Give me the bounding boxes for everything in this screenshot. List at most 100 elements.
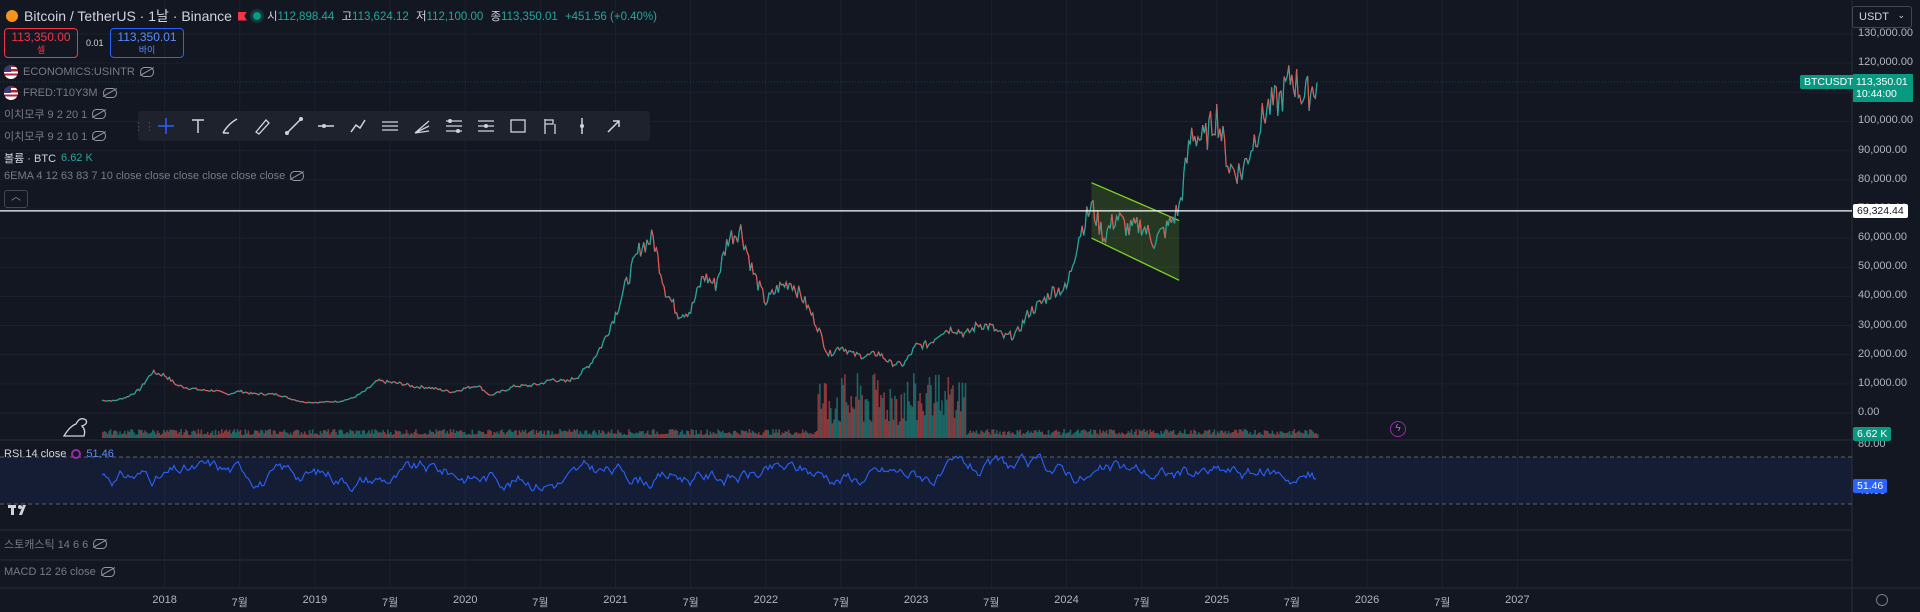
long-position-tool-icon [544,119,556,134]
collapse-legend-button[interactable]: ︿ [4,190,28,208]
legend-macd[interactable]: MACD 12 26 close [4,566,115,578]
lightning-icon[interactable]: ϟ [1390,421,1406,437]
currency-selector[interactable]: USDT ⌄ [1852,6,1912,28]
volume-bar [858,399,860,438]
legend-rsi[interactable]: RSI 14 close 51.46 [4,448,114,460]
volume-bar [662,434,665,438]
volume-bar [426,434,428,438]
volume-bar [263,433,265,438]
legend-fred[interactable]: FRED:T10Y3M [4,86,117,100]
candle [942,332,945,335]
eye-hidden-icon[interactable] [139,67,154,77]
legend-stochastic[interactable]: 스토캐스틱 14 6 6 [4,536,108,552]
candle [724,239,728,256]
crosshair-tool-button[interactable] [150,112,182,140]
text-tool-button[interactable] [182,112,214,140]
symbol-title[interactable]: Bitcoin / TetherUS · 1날 · Binance [24,8,232,24]
vertical-line-tool-button[interactable] [566,112,598,140]
parallel-channel-tool-button[interactable] [374,112,406,140]
arrow-tool-button[interactable] [598,112,630,140]
candle [607,333,610,337]
volume-bar [997,434,1000,438]
volume-bar [1064,433,1067,438]
volume-bar [556,434,558,438]
legend-ichimoku-2[interactable]: 이치모쿠 9 2 10 1 [4,128,107,144]
time-axis-label: 7월 [1133,597,1150,609]
volume-bar [172,429,175,438]
candle [1062,283,1066,291]
volume-bar [149,433,151,438]
candle [992,324,995,332]
volume-bar [582,434,585,438]
gear-icon[interactable] [1876,594,1888,606]
candle [1158,228,1161,233]
volume-bar [1277,434,1280,438]
candle [982,323,986,330]
volume-bar [1146,430,1148,438]
candle [521,383,524,387]
volume-bar [1315,433,1317,438]
candle [616,310,620,315]
volume-bar [1058,431,1061,438]
eye-hidden-icon[interactable] [92,109,107,119]
volume-bar [546,430,549,438]
candle [1009,331,1013,341]
horizontal-ray-tool-button[interactable] [310,112,342,140]
drag-handle-icon[interactable]: ⋮⋮ [133,120,155,133]
volume-bar [374,429,376,438]
eye-hidden-icon[interactable] [92,131,107,141]
legend-ichimoku-1[interactable]: 이치모쿠 9 2 20 1 [4,106,107,122]
eye-hidden-icon[interactable] [93,539,108,549]
volume-bar [762,432,765,438]
flag-icon[interactable] [237,11,247,21]
eye-hidden-icon[interactable] [290,171,305,181]
candle [882,357,886,360]
candle [1231,166,1235,170]
volume-bar [866,398,868,438]
fib-extension-tool-button[interactable] [470,112,502,140]
fib-retracement-tool-button[interactable] [438,112,470,140]
trend-line-tool-icon [285,117,303,135]
volume-bar [845,402,848,438]
candle [321,401,323,403]
volume-bar [1241,431,1244,438]
candle [1224,139,1227,167]
channel-upper-line[interactable] [1091,182,1180,222]
volume-bar [1152,430,1155,438]
volume-bar [999,431,1001,438]
highlighter-tool-button[interactable] [246,112,278,140]
legend-economics[interactable]: ECONOMICS:USINTR [4,65,154,79]
rectangle-tool-button[interactable] [502,112,534,140]
volume-bar [1281,431,1283,438]
sell-button[interactable]: 113,350.00 셀 [4,28,78,58]
volume-bar [466,434,469,438]
legend-ema[interactable]: 6EMA 4 12 63 83 7 10 close close close c… [4,170,305,182]
volume-bar [1166,430,1169,438]
brush-tool-button[interactable] [214,112,246,140]
buy-button[interactable]: 113,350.01 바이 [110,28,184,58]
volume-bar [427,433,430,438]
legend-volume[interactable]: 볼륨 · BTC 6.62 K [4,150,93,166]
candle [583,367,587,369]
volume-bar [681,430,683,438]
candle [1084,206,1088,227]
candle [646,239,649,245]
volume-bar [967,433,970,438]
eye-hidden-icon[interactable] [100,567,115,577]
volume-bar [102,432,104,438]
candle [236,390,239,393]
long-position-tool-button[interactable] [534,112,566,140]
volume-bar [729,433,732,438]
path-tool-button[interactable] [342,112,374,140]
channel-lower-line[interactable] [1091,237,1180,281]
volume-bar [1016,430,1018,438]
candle [145,378,148,382]
volume-bar [437,431,439,438]
volume-bar [158,432,160,438]
volume-bar [548,430,550,438]
volume-bar [930,385,932,438]
eye-hidden-icon[interactable] [102,88,117,98]
pitchfork-tool-button[interactable] [406,112,438,140]
trend-line-tool-button[interactable] [278,112,310,140]
